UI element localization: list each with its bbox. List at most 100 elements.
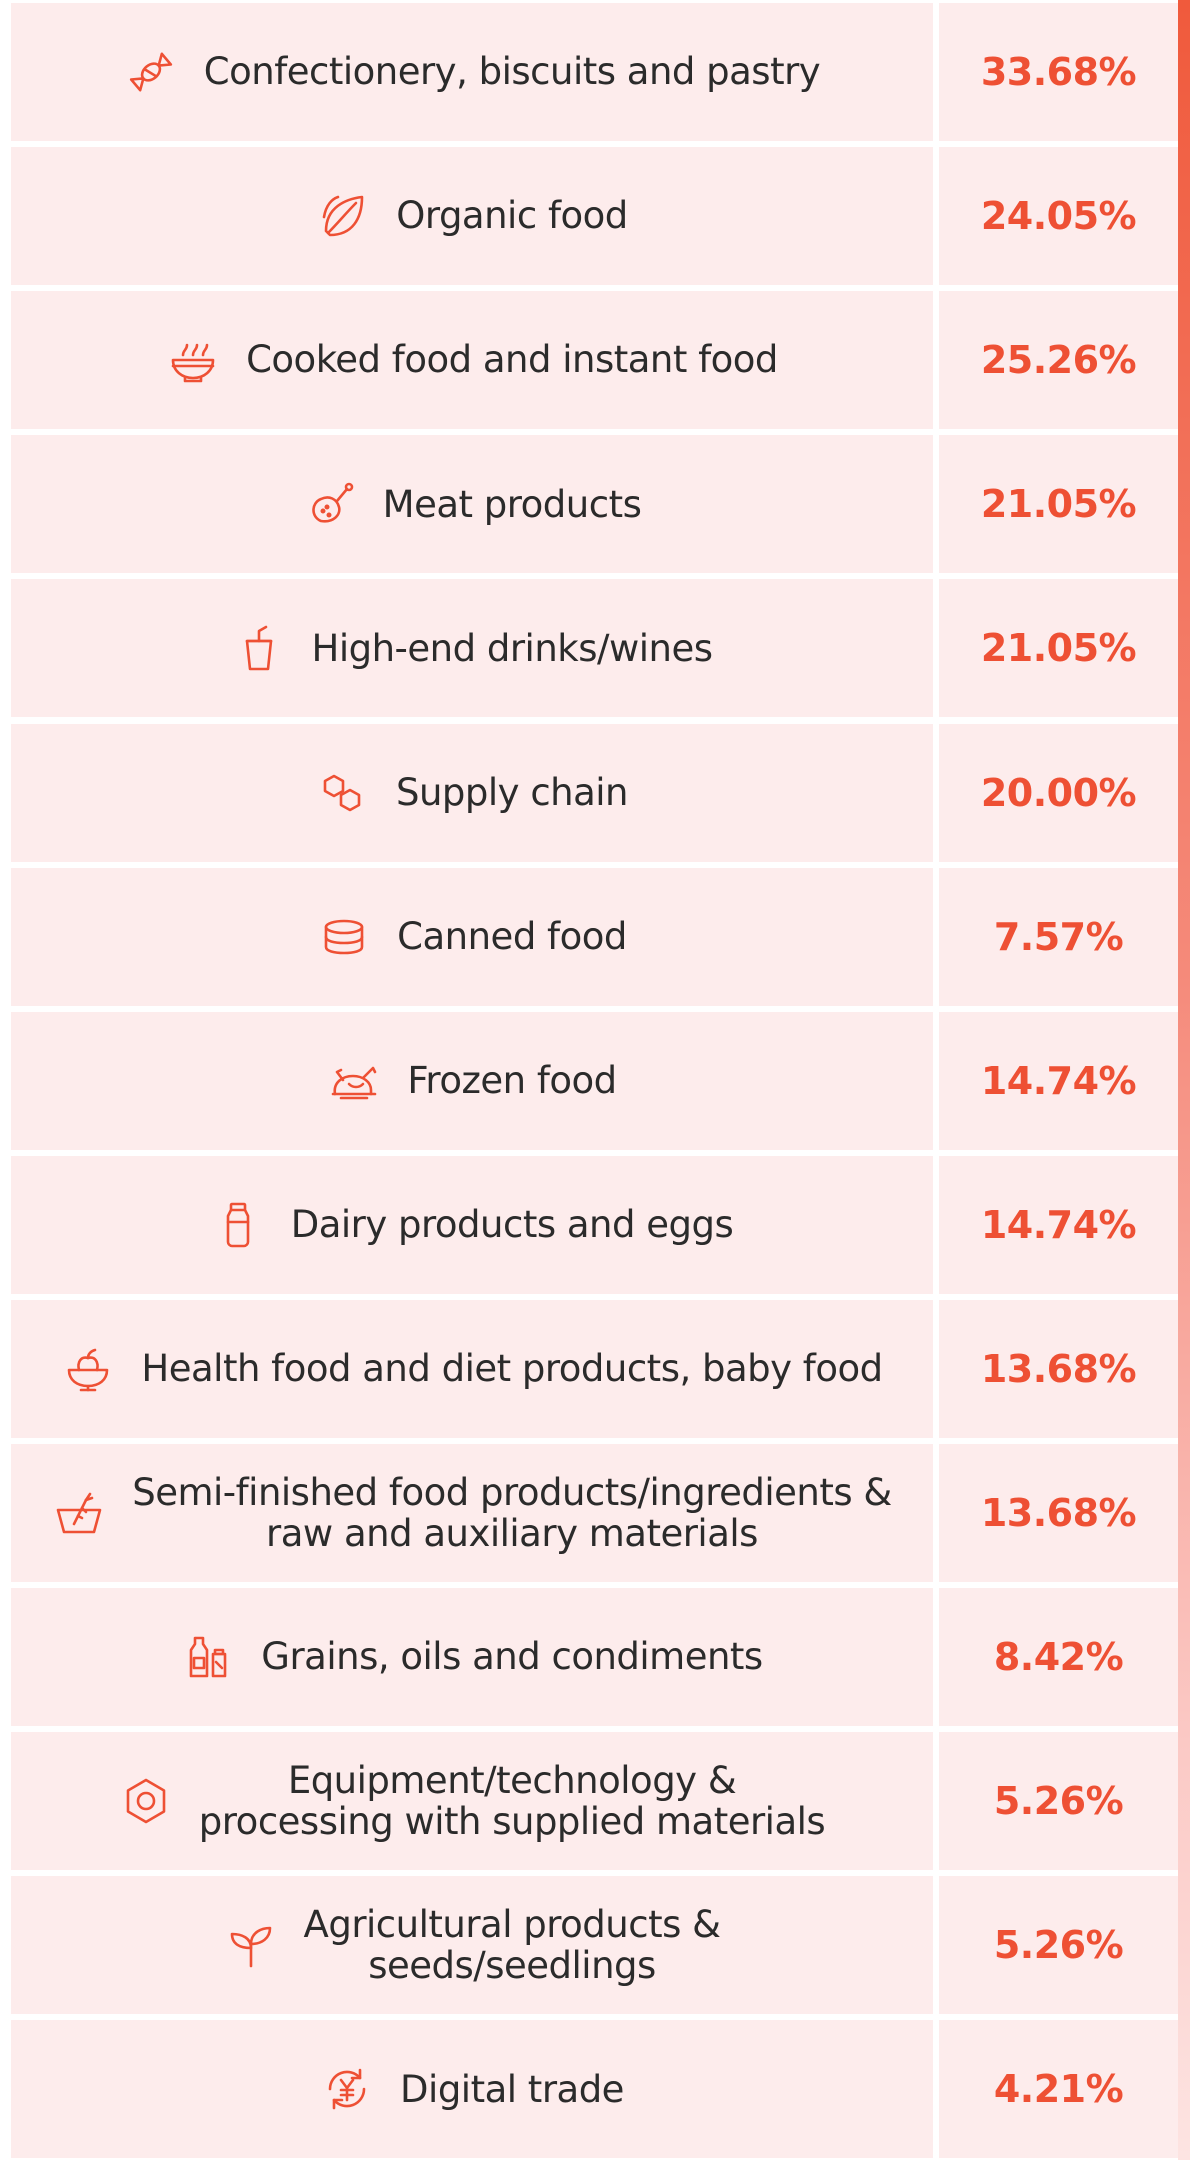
can-icon <box>317 910 371 964</box>
milk-bottle-icon <box>211 1198 265 1252</box>
category-cell: Agricultural products & seeds/seedlings <box>11 1876 933 2015</box>
table-row: Frozen food 14.74% <box>11 1011 1178 1150</box>
value-label: 33.68% <box>980 50 1137 94</box>
category-cell: Canned food <box>11 867 933 1006</box>
category-label: Semi-finished food products/ingredients … <box>132 1470 892 1555</box>
value-cell: 25.26% <box>939 291 1178 430</box>
value-label: 21.05% <box>980 626 1137 671</box>
category-cell: Equipment/technology & processing with s… <box>11 1732 933 1871</box>
category-label: Confectionery, biscuits and pastry <box>203 50 821 94</box>
condiment-bottles-icon <box>181 1630 235 1684</box>
table-row: Equipment/technology & processing with s… <box>11 1732 1178 1871</box>
value-label: 8.42% <box>993 1635 1124 1680</box>
value-label: 7.57% <box>993 914 1124 959</box>
value-label: 25.26% <box>980 338 1137 383</box>
value-label: 20.00% <box>980 770 1137 815</box>
category-label: Grains, oils and condiments <box>261 1635 763 1679</box>
category-cell: Cooked food and instant food <box>11 291 933 430</box>
category-content: Health food and diet products, baby food <box>61 1342 883 1396</box>
category-label: Agricultural products & seeds/seedlings <box>303 1902 721 1988</box>
sprout-icon <box>224 1918 278 1972</box>
category-content: Cooked food and instant food <box>166 333 778 387</box>
category-content: Organic food <box>316 189 628 243</box>
table-row: Organic food 24.05% <box>11 147 1178 286</box>
value-cell: 21.05% <box>939 435 1178 574</box>
category-cell: Meat products <box>11 435 933 574</box>
candy-icon <box>124 45 178 99</box>
table-row: Confectionery, biscuits and pastry 33.68% <box>11 3 1178 141</box>
value-label: 14.74% <box>980 1058 1137 1103</box>
category-content: Agricultural products & seeds/seedlings <box>224 1904 721 1987</box>
category-label: Digital trade <box>400 2067 624 2111</box>
category-content: Semi-finished food products/ingredients … <box>52 1470 892 1555</box>
value-label: 5.26% <box>993 1923 1124 1968</box>
category-cell: Semi-finished food products/ingredients … <box>11 1444 933 1582</box>
category-cell: Supply chain <box>11 723 933 862</box>
apple-bowl-icon <box>61 1342 115 1396</box>
category-cell: Digital trade <box>11 2020 933 2159</box>
category-cell: Health food and diet products, baby food <box>11 1299 933 1438</box>
table-row: High-end drinks/wines 21.05% <box>11 579 1178 718</box>
category-content: Digital trade <box>320 2062 624 2116</box>
hex-nut-icon <box>119 1774 173 1828</box>
yuan-cycle-icon <box>320 2062 374 2116</box>
category-content: Frozen food <box>327 1054 617 1108</box>
table-row: Meat products 21.05% <box>11 435 1178 574</box>
category-label: Dairy products and eggs <box>290 1203 734 1247</box>
table-row: Digital trade 4.21% <box>11 2020 1178 2159</box>
category-content: Equipment/technology & processing with s… <box>119 1758 826 1844</box>
drink-cup-icon <box>232 621 286 675</box>
category-label: Equipment/technology & processing with s… <box>198 1758 826 1844</box>
value-label: 5.26% <box>993 1779 1124 1824</box>
category-content: Confectionery, biscuits and pastry <box>124 45 821 99</box>
linked-hexagons-icon <box>316 766 370 820</box>
value-cell: 14.74% <box>939 1155 1178 1294</box>
value-cell: 14.74% <box>939 1011 1178 1150</box>
table-row: Grains, oils and condiments 8.42% <box>11 1588 1178 1727</box>
table-row: Supply chain 20.00% <box>11 723 1178 862</box>
category-cell: Dairy products and eggs <box>11 1155 933 1294</box>
value-cell: 20.00% <box>939 723 1178 862</box>
category-content: Supply chain <box>316 766 629 820</box>
category-content: Meat products <box>303 477 642 531</box>
category-label: Cooked food and instant food <box>246 338 778 382</box>
value-cell: 33.68% <box>939 3 1178 141</box>
leaf-icon <box>316 189 370 243</box>
category-content: Dairy products and eggs <box>211 1198 734 1252</box>
table-row: Cooked food and instant food 25.26% <box>11 291 1178 430</box>
value-cell: 8.42% <box>939 1588 1178 1727</box>
value-label: 24.05% <box>980 194 1137 239</box>
category-label: Organic food <box>396 194 628 238</box>
category-label: Health food and diet products, baby food <box>141 1347 883 1391</box>
table-row: Dairy products and eggs 14.74% <box>11 1155 1178 1294</box>
category-content: High-end drinks/wines <box>232 621 713 675</box>
table-row: Canned food 7.57% <box>11 867 1178 1006</box>
category-cell: Grains, oils and condiments <box>11 1588 933 1727</box>
value-label: 14.74% <box>980 1202 1137 1247</box>
category-content: Grains, oils and condiments <box>181 1630 763 1684</box>
roast-chicken-icon <box>327 1054 381 1108</box>
value-cell: 24.05% <box>939 147 1178 286</box>
category-label: Frozen food <box>407 1058 617 1102</box>
value-cell: 13.68% <box>939 1299 1178 1438</box>
value-label: 13.68% <box>980 1346 1137 1391</box>
category-label: Meat products <box>382 482 642 526</box>
category-cell: High-end drinks/wines <box>11 579 933 718</box>
noodle-bowl-icon <box>166 333 220 387</box>
category-cell: Organic food <box>11 147 933 286</box>
value-cell: 7.57% <box>939 867 1178 1006</box>
chicken-leg-icon <box>303 477 357 531</box>
table-row: Semi-finished food products/ingredients … <box>11 1444 1178 1582</box>
value-cell: 13.68% <box>939 1444 1178 1582</box>
category-label: Canned food <box>397 914 627 958</box>
value-label: 21.05% <box>980 482 1137 527</box>
value-cell: 5.26% <box>939 1876 1178 2015</box>
value-cell: 4.21% <box>939 2020 1178 2159</box>
category-label: Supply chain <box>395 770 629 814</box>
category-cell: Frozen food <box>11 1011 933 1150</box>
table-row: Agricultural products & seeds/seedlings 5… <box>11 1876 1178 2015</box>
category-cell: Confectionery, biscuits and pastry <box>11 3 933 141</box>
value-cell: 21.05% <box>939 579 1178 718</box>
table-row: Health food and diet products, baby food… <box>11 1299 1178 1438</box>
